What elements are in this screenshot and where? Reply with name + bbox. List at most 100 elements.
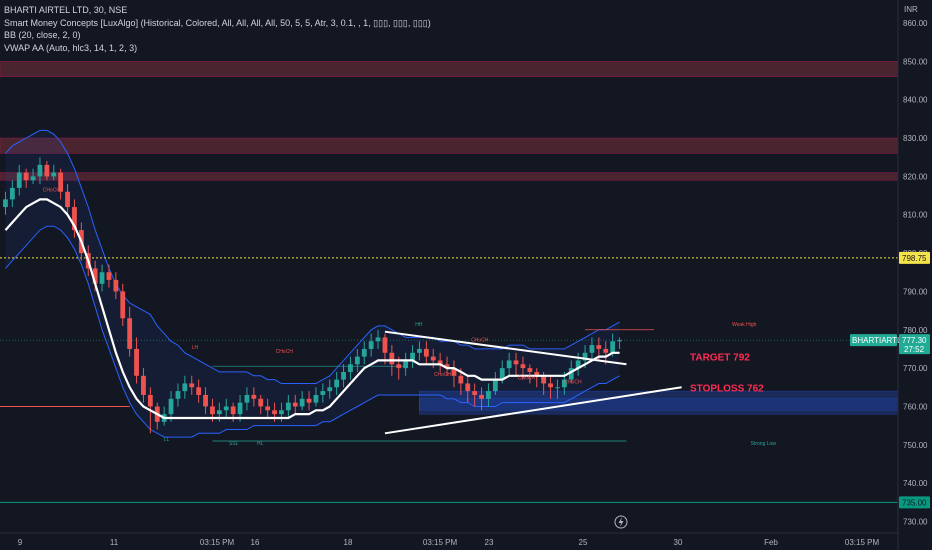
candle-body	[389, 352, 395, 365]
candle-87	[603, 341, 609, 365]
candle-body	[582, 352, 588, 361]
candle-59	[410, 345, 415, 369]
legend-vwap-indicator[interactable]: VWAP AA (Auto, hlc3, 14, 1, 2, 3)	[4, 42, 138, 53]
price-tick-1: 740.00	[903, 479, 928, 488]
candle-4	[30, 168, 36, 185]
candle-26	[182, 375, 188, 399]
candle-52	[361, 341, 367, 365]
candle-body	[423, 348, 429, 357]
candle-89	[617, 337, 622, 349]
price-tick-2: 750.00	[903, 441, 928, 450]
legend-bb-indicator[interactable]: BB (20, close, 2, 0)	[4, 30, 81, 40]
candle-body	[520, 364, 526, 369]
lightning-icon[interactable]	[614, 515, 628, 529]
candle-79	[548, 375, 553, 399]
candle-27	[189, 375, 195, 395]
candle-2	[16, 164, 22, 196]
candle-body	[403, 360, 409, 369]
price-tick-13: 860.00	[903, 19, 928, 28]
candle-body	[272, 410, 277, 415]
candle-55	[382, 333, 388, 365]
candle-body	[216, 410, 222, 415]
candle-body	[113, 279, 119, 292]
candle-body	[127, 318, 133, 349]
candle-67	[465, 375, 471, 403]
price-tick-12: 850.00	[903, 57, 928, 66]
time-tick-5: 03:15 PM	[423, 538, 458, 547]
candle-1	[9, 180, 15, 208]
candle-7	[51, 164, 57, 181]
smc-label-1: CHoCH	[276, 349, 294, 355]
candle-body	[458, 375, 464, 384]
candle-8	[58, 168, 64, 200]
candle-body	[541, 375, 547, 384]
candle-60	[417, 341, 422, 361]
smc-label-9: LL	[164, 437, 170, 443]
price-tick-11: 840.00	[903, 96, 928, 105]
candle-body	[37, 164, 43, 177]
candle-body	[375, 337, 381, 342]
candle-body	[258, 398, 264, 407]
smc-label-8: Strong Low	[751, 441, 777, 447]
zone-red-1	[0, 137, 899, 154]
candle-17	[120, 283, 126, 326]
candle-63	[437, 352, 443, 372]
candle-29	[203, 387, 208, 415]
legend-smc-indicator[interactable]: Smart Money Concepts [LuxAlgo] (Historic…	[4, 17, 431, 28]
currency-label: INR	[904, 5, 918, 14]
candle-body	[189, 383, 195, 388]
candle-65	[451, 360, 457, 388]
symbol-tag: BHARTIARTL	[852, 336, 902, 345]
candle-body	[534, 371, 540, 376]
price-tick-9: 820.00	[903, 172, 928, 181]
price-tag-0: 798.75	[902, 254, 927, 263]
candle-body	[265, 406, 271, 411]
candle-37	[258, 394, 264, 415]
symbol-tag-bg	[850, 334, 897, 347]
price-tick-10: 830.00	[903, 134, 928, 143]
smc-label-3: CHoCH	[471, 337, 489, 343]
candle-body	[513, 360, 519, 365]
candle-body	[610, 341, 616, 353]
candle-49	[341, 364, 346, 388]
candle-45	[313, 387, 319, 407]
candle-61	[423, 341, 429, 365]
candle-body	[244, 394, 250, 403]
price-tick-3: 760.00	[903, 402, 928, 411]
candle-body	[555, 387, 560, 389]
candle-body	[320, 391, 326, 395]
time-tick-3: 16	[251, 538, 260, 547]
candle-body	[548, 383, 553, 388]
candle-70	[486, 383, 491, 407]
candle-19	[134, 337, 139, 384]
candle-24	[168, 391, 174, 422]
candle-body	[51, 172, 57, 177]
candle-41	[285, 394, 291, 418]
candle-body	[451, 368, 457, 376]
candle-body	[361, 348, 367, 357]
legend-symbol[interactable]: BHARTI AIRTEL LTD, 30, NSE	[4, 5, 128, 15]
triangle-lower-line[interactable]	[384, 386, 682, 435]
candle-body	[527, 368, 533, 372]
candle-body	[368, 341, 374, 349]
candle-51	[354, 348, 360, 372]
triangle-upper-line[interactable]	[384, 330, 627, 366]
candle-body	[279, 410, 284, 415]
candle-50	[348, 356, 353, 380]
smc-label-12: LH	[192, 345, 199, 351]
last-price-tag: 777.30	[902, 336, 927, 345]
candle-42	[292, 394, 298, 415]
candle-body	[44, 164, 50, 177]
price-tick-8: 810.00	[903, 211, 928, 220]
candle-body	[203, 394, 208, 407]
candle-body	[561, 379, 567, 388]
time-axis[interactable]: 9 11 03:15 PM 16 18 03:15 PM 23 25 30 Feb 03:15 PM	[18, 538, 880, 547]
smc-label-10: SSL	[229, 441, 239, 447]
triangle-drawing[interactable]	[384, 330, 682, 435]
time-tick-10: 03:15 PM	[845, 538, 880, 547]
annotations-layer: TARGET 792 STOPLOSS 762	[690, 353, 764, 395]
candle-body	[285, 402, 291, 411]
candle-18	[127, 306, 133, 357]
candle-body	[3, 199, 8, 208]
